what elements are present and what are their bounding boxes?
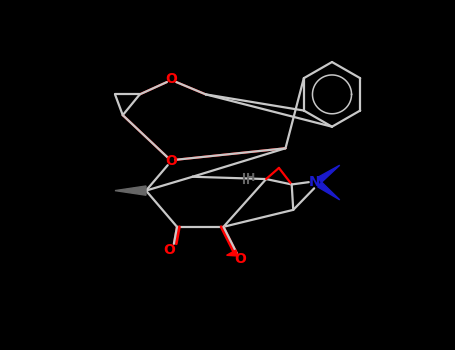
Polygon shape — [318, 165, 340, 182]
Polygon shape — [227, 250, 238, 256]
Polygon shape — [318, 182, 340, 200]
Polygon shape — [115, 186, 146, 195]
Text: O: O — [166, 154, 177, 168]
Text: O: O — [163, 243, 175, 257]
Text: O: O — [166, 72, 177, 86]
Text: O: O — [235, 252, 247, 266]
Text: H: H — [246, 173, 255, 183]
Text: N: N — [308, 175, 320, 189]
